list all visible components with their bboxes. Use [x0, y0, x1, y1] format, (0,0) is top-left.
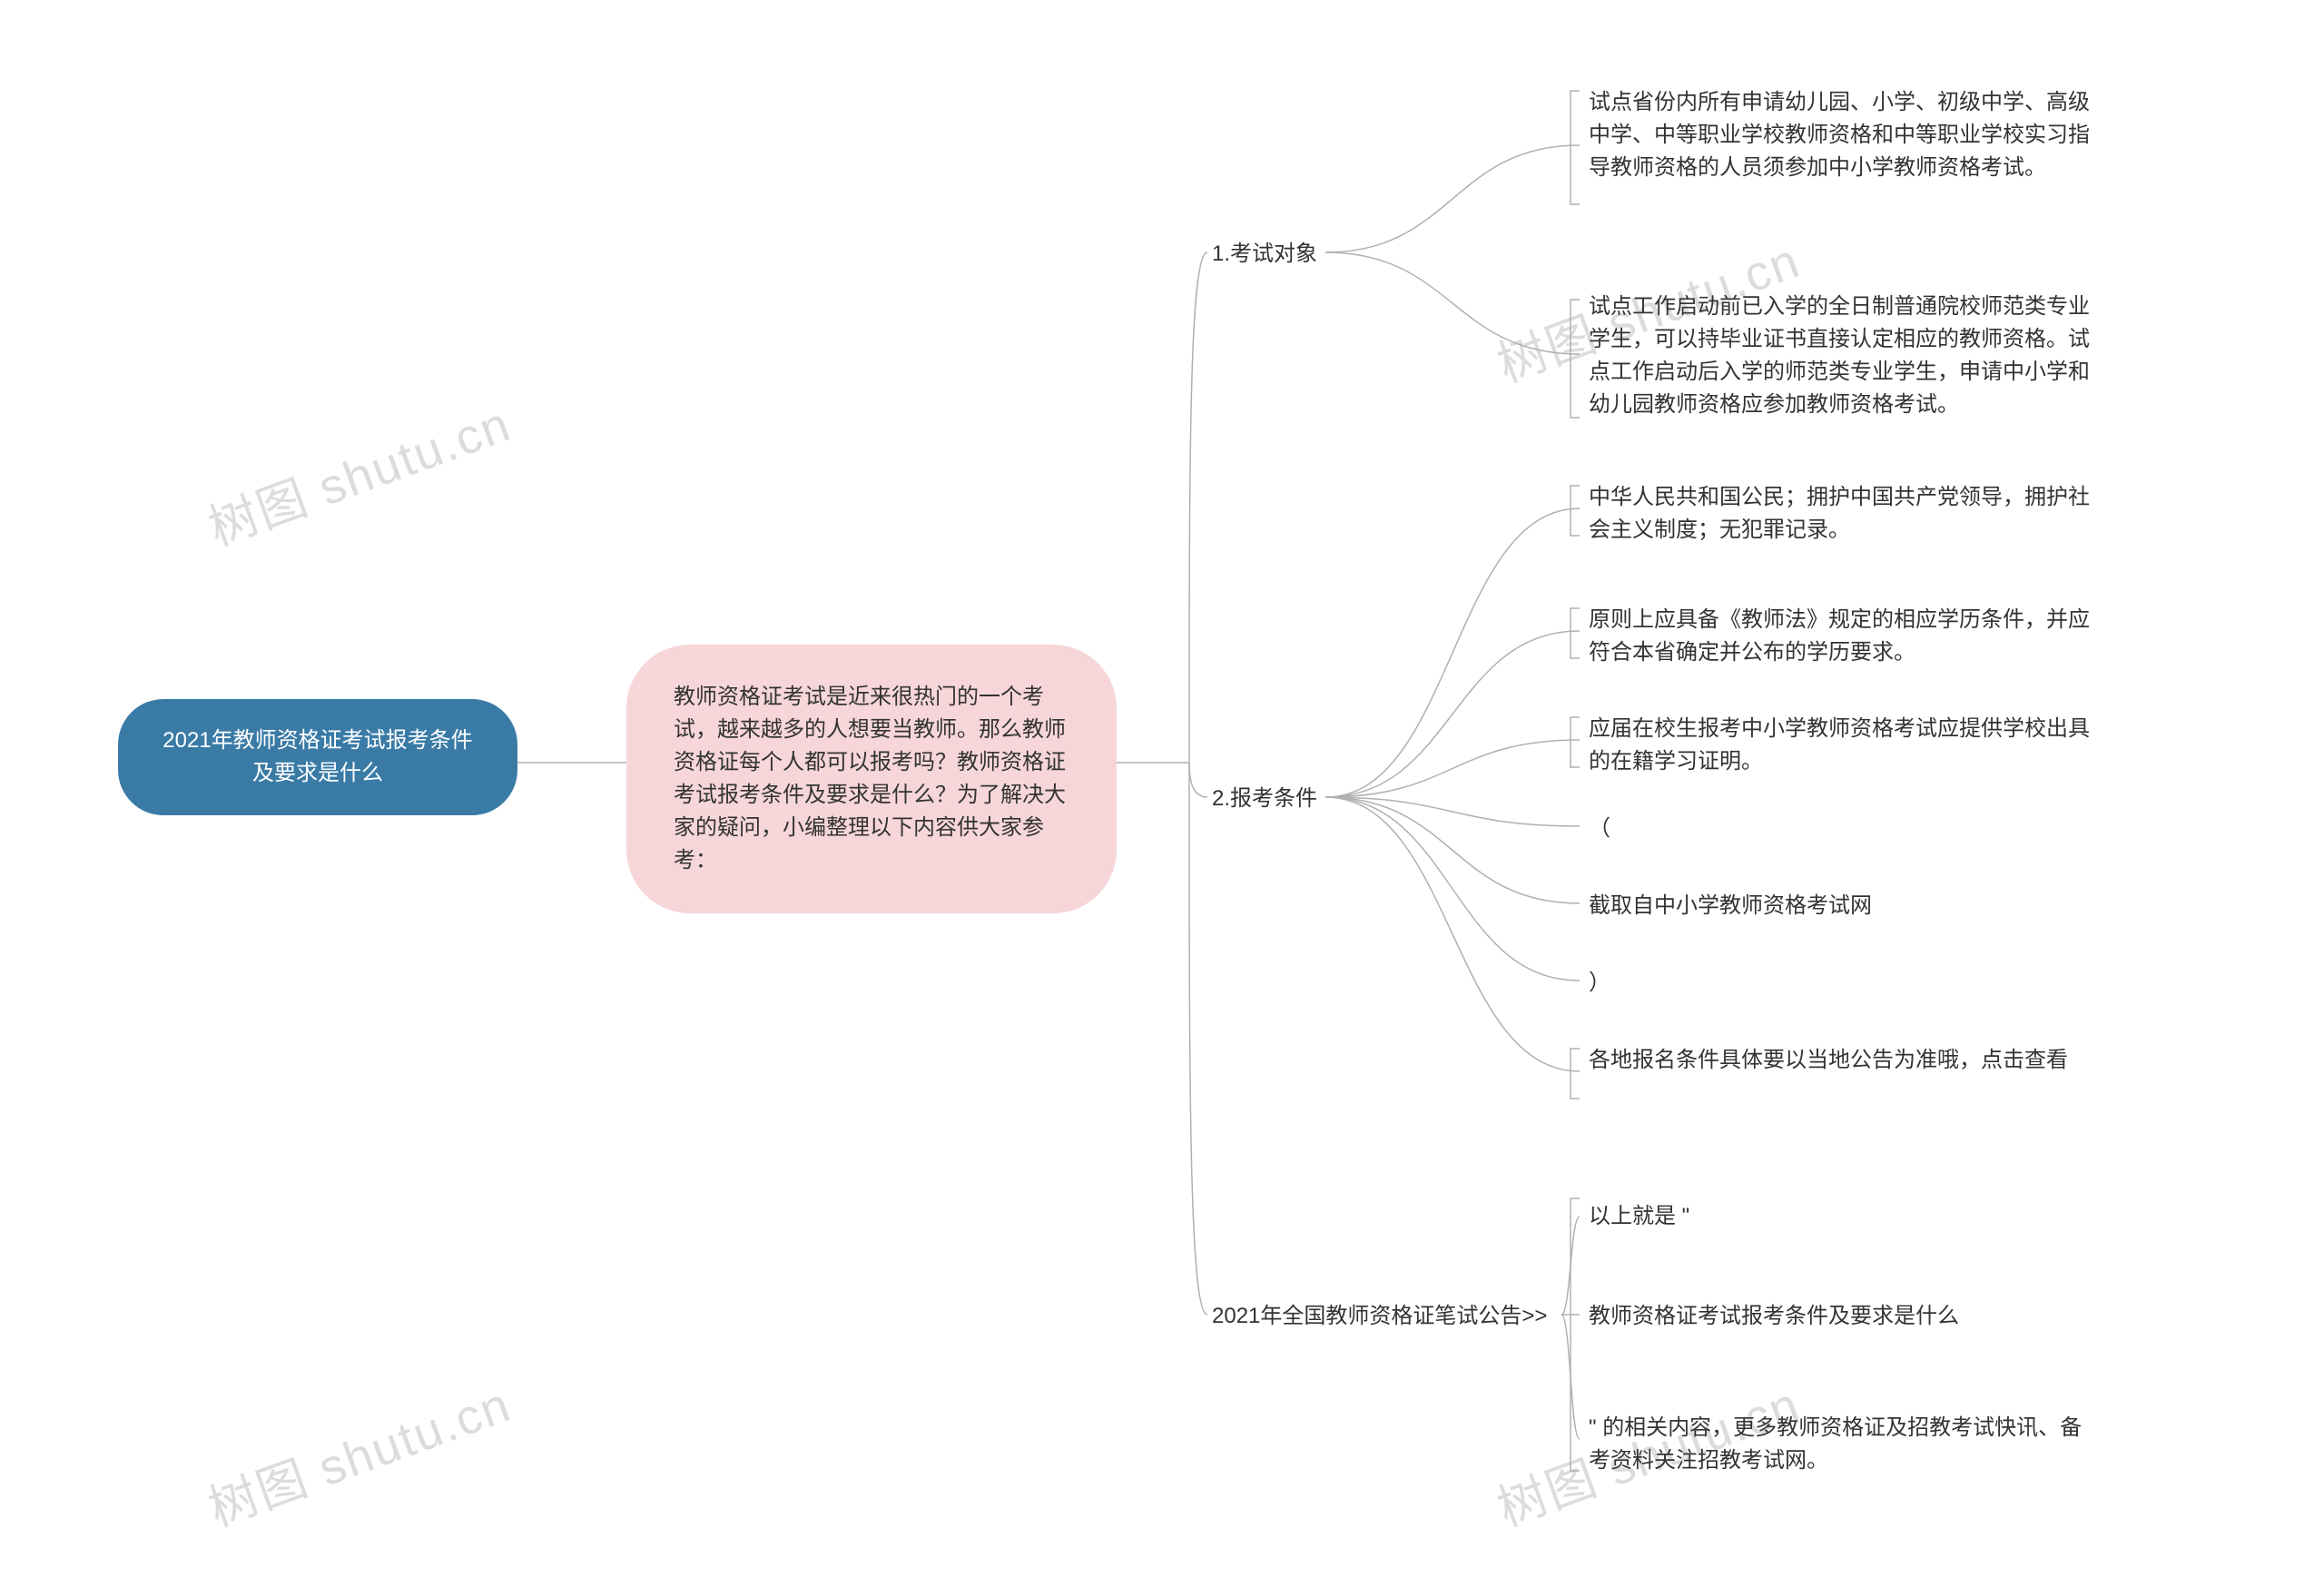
branch-3-leaf-1: 以上就是 "	[1589, 1200, 2097, 1233]
branch-2-leaf-3: 应届在校生报考中小学教师资格考试应提供学校出具的在籍学习证明。	[1589, 713, 2097, 778]
watermark: 树图 shutu.cn	[197, 384, 519, 560]
branch-2-label: 2.报考条件	[1212, 783, 1317, 815]
root-text: 2021年教师资格证考试报考条件及要求是什么	[162, 728, 472, 785]
branch-2-leaf-1: 中华人民共和国公民；拥护中国共产党领导，拥护社会主义制度；无犯罪记录。	[1589, 481, 2097, 547]
branch-2-leaf-6: ）	[1589, 967, 2097, 1000]
branch-3-label: 2021年全国教师资格证笔试公告>>	[1212, 1300, 1547, 1333]
branch-1-label: 1.考试对象	[1212, 238, 1317, 271]
branch-1-leaf-2: 试点工作启动前已入学的全日制普通院校师范类专业学生，可以持毕业证书直接认定相应的…	[1589, 291, 2097, 421]
branch-3-leaf-2: 教师资格证考试报考条件及要求是什么	[1589, 1300, 2097, 1333]
intro-node: 教师资格证考试是近来很热门的一个考试，越来越多的人想要当教师。那么教师资格证每个…	[626, 645, 1117, 913]
branch-2-leaf-5: 截取自中小学教师资格考试网	[1589, 890, 2097, 922]
branch-2-leaf-7: 各地报名条件具体要以当地公告为准哦，点击查看	[1589, 1044, 2097, 1077]
branch-2-leaf-2: 原则上应具备《教师法》规定的相应学历条件，并应符合本省确定并公布的学历要求。	[1589, 604, 2097, 669]
watermark: 树图 shutu.cn	[197, 1365, 519, 1541]
branch-3-leaf-3: " 的相关内容，更多教师资格证及招教考试快讯、备考资料关注招教考试网。	[1589, 1412, 2097, 1477]
intro-text: 教师资格证考试是近来很热门的一个考试，越来越多的人想要当教师。那么教师资格证每个…	[674, 685, 1066, 872]
branch-2-leaf-4: （	[1589, 813, 2097, 845]
root-node: 2021年教师资格证考试报考条件及要求是什么	[118, 699, 517, 815]
branch-1-leaf-1: 试点省份内所有申请幼儿园、小学、初级中学、高级中学、中等职业学校教师资格和中等职…	[1589, 86, 2097, 184]
